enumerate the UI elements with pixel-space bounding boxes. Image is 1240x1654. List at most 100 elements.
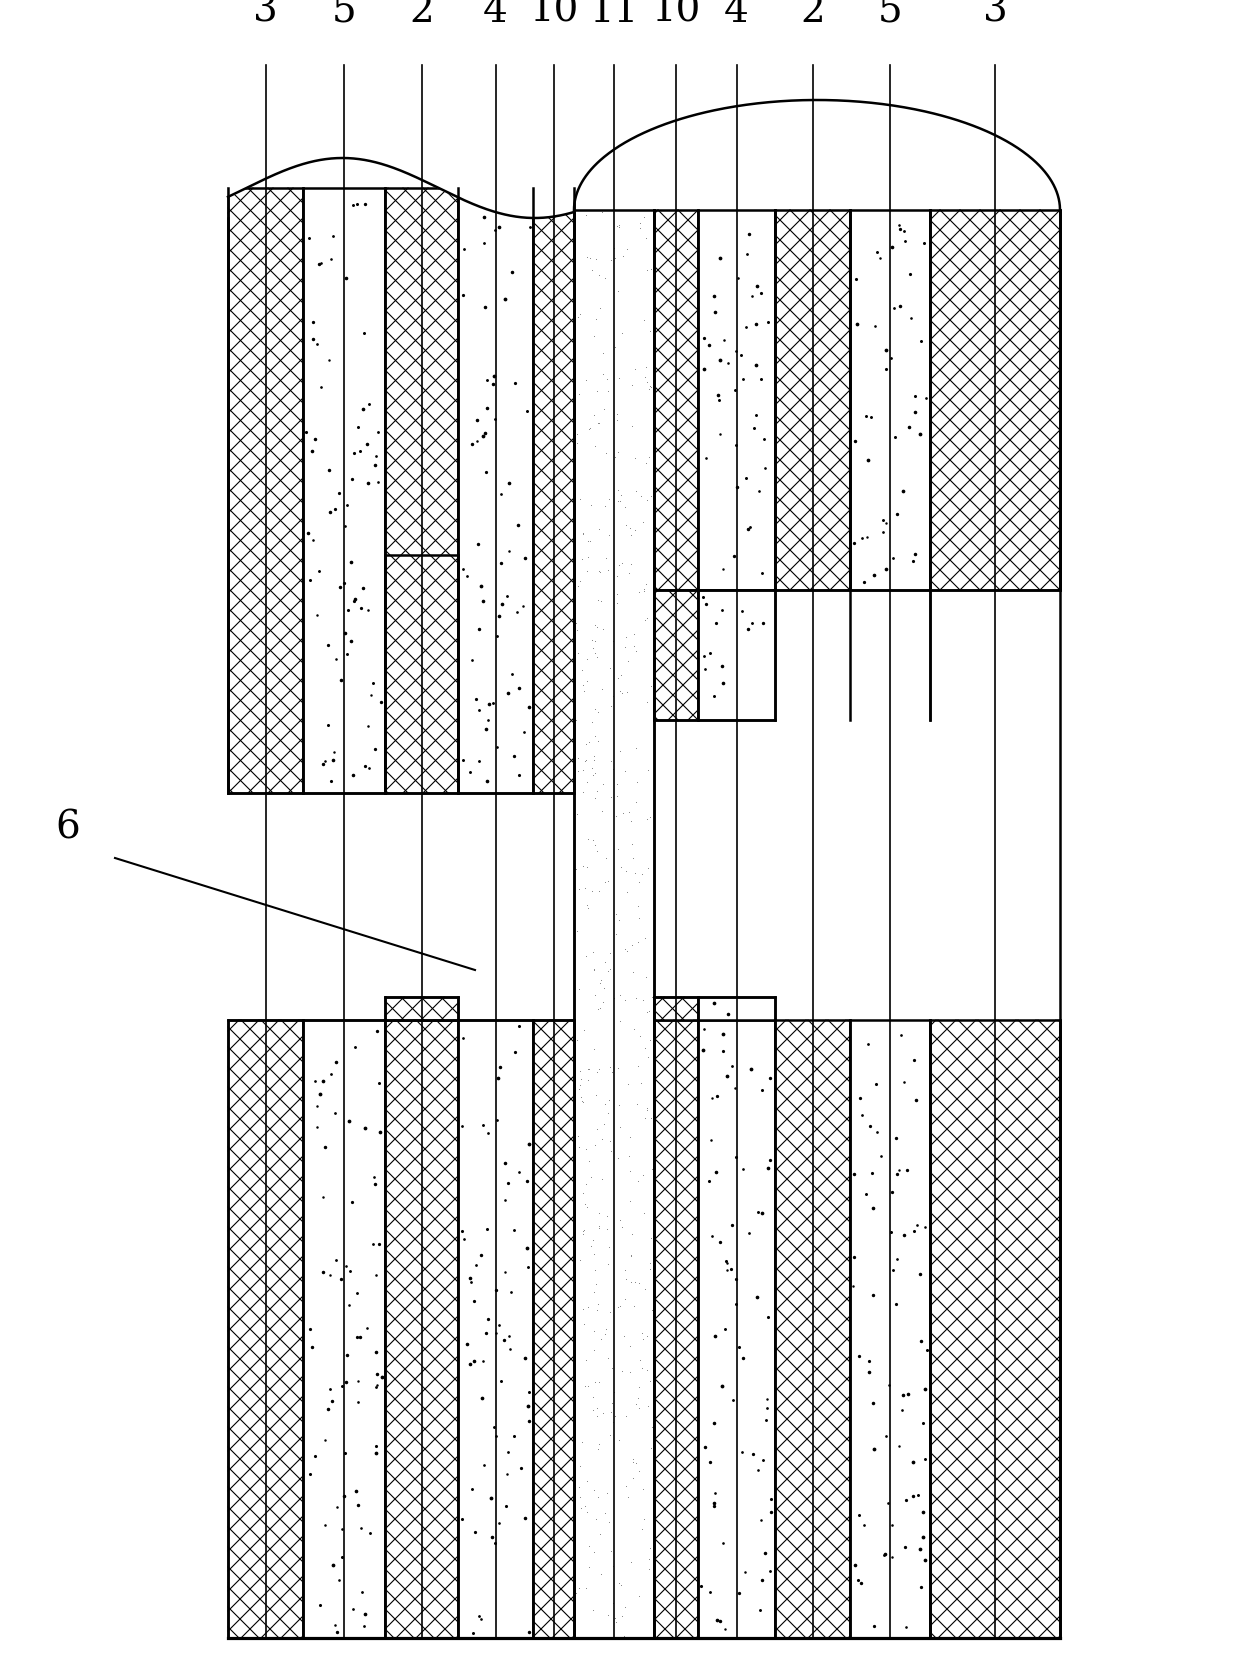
Point [605,245,625,271]
Point [640,1535,660,1561]
Point [624,1016,644,1042]
Point [578,825,598,852]
Bar [384,997,458,1021]
Point [573,1179,593,1206]
Point [618,678,637,705]
Point [569,1247,589,1274]
Point [608,835,627,862]
Point [577,748,596,774]
Point [578,667,598,693]
Point [632,1320,652,1346]
Point [642,1297,662,1323]
Point [584,1279,604,1305]
Text: 6: 6 [55,809,79,847]
Point [605,1604,625,1631]
Point [603,1553,622,1580]
Bar [533,189,574,792]
Bar [775,210,849,590]
Point [601,693,621,719]
Point [574,1310,594,1336]
Bar [775,1021,849,1637]
Point [634,306,653,332]
Point [584,1336,604,1363]
Point [626,478,646,504]
Point [641,374,661,400]
Point [639,375,658,402]
Point [609,1570,629,1596]
Point [626,1090,646,1116]
Point [594,1110,614,1136]
Point [588,1484,608,1510]
Point [599,523,619,549]
Point [603,1355,622,1381]
Point [618,237,637,263]
Point [629,1394,649,1421]
Bar [458,1021,533,1637]
Point [615,633,635,660]
Point [636,964,656,991]
Point [585,433,605,460]
Point [589,261,609,288]
Point [583,762,603,789]
Point [641,256,661,283]
Point [596,366,616,392]
Point [579,1533,599,1560]
Bar [698,210,775,590]
Point [641,1224,661,1250]
Point [608,562,627,589]
Point [630,1374,650,1401]
Point [595,1092,615,1118]
Point [579,729,599,756]
Point [585,723,605,749]
Point [639,1555,658,1581]
Point [629,579,649,605]
Point [582,256,601,283]
Point [604,986,624,1012]
Point [570,1484,590,1510]
Point [606,802,626,829]
Point [589,1212,609,1239]
Point [608,476,627,503]
Text: 4: 4 [724,0,749,30]
Point [590,587,610,614]
Point [567,609,587,635]
Point [625,860,645,887]
Point [611,1571,631,1598]
Point [587,779,606,805]
Point [610,488,630,514]
Point [569,877,589,903]
Point [583,939,603,966]
Point [585,1505,605,1532]
Point [626,1391,646,1417]
Point [609,1427,629,1454]
Point [590,1560,610,1586]
Point [598,1345,618,1371]
Point [600,956,620,982]
Point [625,356,645,382]
Point [620,1158,640,1184]
Point [642,1156,662,1183]
Text: 5: 5 [878,0,903,30]
Point [611,1214,631,1240]
Point [610,678,630,705]
Point [605,443,625,470]
Point [585,982,605,1009]
Point [567,801,587,827]
Point [619,1143,639,1169]
Point [631,1070,651,1097]
Bar [698,590,775,719]
Text: 10: 10 [651,0,701,30]
Point [626,1449,646,1475]
Point [625,518,645,544]
Point [601,1138,621,1164]
Point [629,893,649,920]
Point [584,1538,604,1565]
Point [635,203,655,230]
Point [629,870,649,896]
Point [600,939,620,966]
Point [573,672,593,698]
Point [578,1055,598,1082]
Point [639,997,658,1024]
Point [588,996,608,1022]
Point [598,1100,618,1126]
